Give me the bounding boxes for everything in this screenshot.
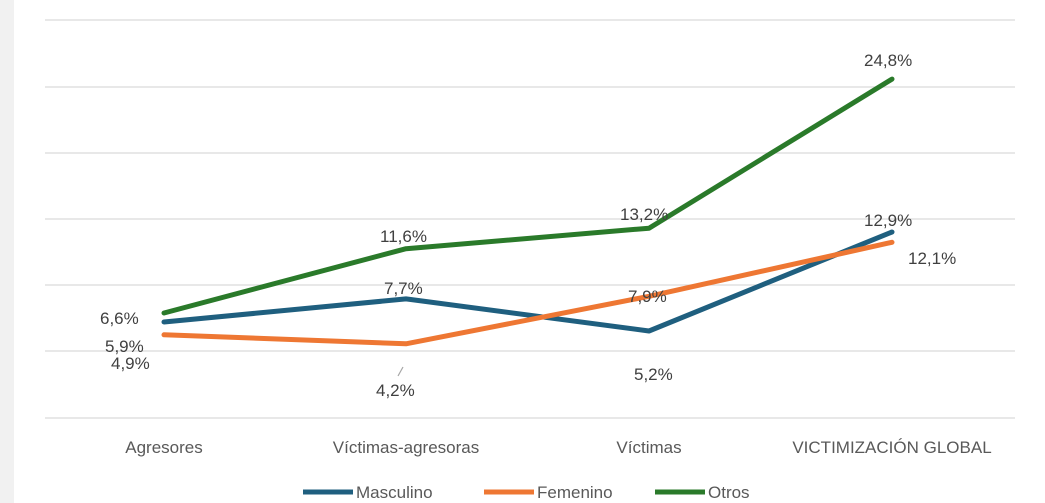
series-line-masculino bbox=[161, 229, 895, 334]
legend: Masculino Femenino Otros bbox=[303, 483, 750, 502]
data-label: 4,2% bbox=[376, 381, 415, 400]
legend-label: Otros bbox=[708, 483, 750, 502]
label-leader-line bbox=[397, 366, 404, 377]
gridlines bbox=[45, 19, 1015, 419]
data-label: 12,1% bbox=[908, 249, 956, 268]
data-label: 12,9% bbox=[864, 211, 912, 230]
x-tick-label: Agresores bbox=[125, 438, 202, 457]
plot-area bbox=[14, 0, 1045, 503]
legend-item-otros: Otros bbox=[655, 483, 750, 502]
legend-label: Masculino bbox=[356, 483, 433, 502]
data-label: 5,9% bbox=[105, 337, 144, 356]
data-label: 11,6% bbox=[380, 227, 427, 246]
x-tick-label: VICTIMIZACIÓN GLOBAL bbox=[792, 438, 991, 457]
series-line-femenino bbox=[161, 239, 895, 347]
x-tick-label: Víctimas bbox=[616, 438, 681, 457]
data-label: 5,2% bbox=[634, 365, 673, 384]
data-label: 7,7% bbox=[384, 279, 423, 298]
data-labels-masculino: 5,9% 7,7% 5,2% 12,9% bbox=[105, 211, 912, 384]
data-label: 4,9% bbox=[111, 354, 150, 373]
x-tick-label: Víctimas-agresoras bbox=[333, 438, 479, 457]
data-labels-otros: 6,6% 11,6% 13,2% 24,8% bbox=[100, 51, 912, 328]
data-labels-femenino: 4,9% 4,2% 7,9% 12,1% bbox=[111, 249, 956, 400]
data-label: 13,2% bbox=[620, 205, 668, 224]
data-label: 7,9% bbox=[628, 287, 667, 306]
legend-item-femenino: Femenino bbox=[484, 483, 613, 502]
legend-label: Femenino bbox=[537, 483, 613, 502]
series-line-otros bbox=[161, 76, 895, 316]
data-label: 6,6% bbox=[100, 309, 139, 328]
data-label: 24,8% bbox=[864, 51, 912, 70]
legend-item-masculino: Masculino bbox=[303, 483, 433, 502]
x-axis: Agresores Víctimas-agresoras Víctimas VI… bbox=[125, 438, 991, 457]
